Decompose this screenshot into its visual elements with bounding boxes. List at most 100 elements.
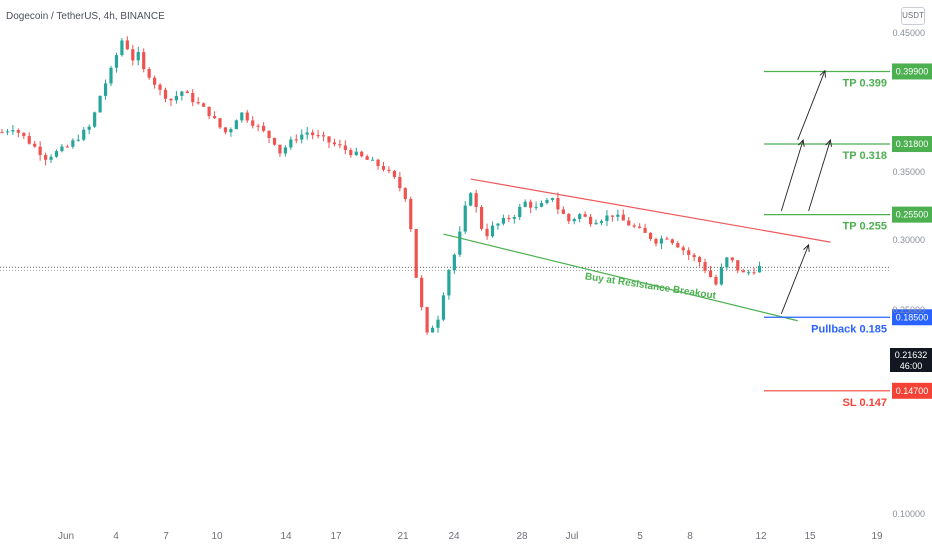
candle-body	[698, 257, 702, 263]
x-tick-label: 10	[211, 531, 223, 542]
candle-body	[234, 120, 238, 130]
chart-grid	[0, 266, 890, 271]
candle-body	[403, 188, 407, 200]
candle-body	[725, 257, 729, 268]
candle-body	[605, 215, 609, 222]
candle-body	[572, 219, 576, 222]
candle-body	[730, 257, 734, 261]
y-tick-label: 0.35000	[892, 167, 925, 177]
candle-body	[501, 218, 505, 224]
support-trendline	[443, 233, 798, 322]
candle-body	[610, 215, 614, 217]
bar-countdown: 46:00	[900, 361, 923, 371]
candle-body	[142, 52, 146, 70]
candle-body	[65, 146, 69, 148]
candle-body	[38, 146, 42, 156]
candle-body	[256, 125, 260, 127]
x-tick-label: 7	[163, 531, 169, 542]
x-tick-label: 19	[871, 531, 883, 542]
x-tick-label: 21	[397, 531, 409, 542]
candle-body	[659, 238, 664, 244]
candle-body	[507, 218, 511, 220]
candle-body	[136, 52, 140, 61]
candle-body	[752, 272, 756, 274]
projection-arrow-head	[798, 139, 805, 148]
candle-body	[191, 93, 195, 103]
projection-arrow	[780, 244, 810, 314]
candle-body	[294, 139, 298, 141]
x-tick-label: 24	[448, 531, 460, 542]
chart-header-title: Dogecoin / TetherUS, 4h, BINANCE	[6, 11, 165, 22]
candle-body	[736, 260, 740, 271]
candle-body	[692, 254, 696, 258]
x-tick-label: 17	[330, 531, 342, 542]
y-tick-label: 0.25000	[892, 305, 925, 315]
candle-body	[550, 198, 555, 200]
candle-body	[316, 135, 320, 137]
candle-body	[332, 142, 337, 145]
level-badge	[892, 63, 932, 80]
candle-body	[463, 205, 467, 232]
y-tick-label: 0.10000	[892, 509, 925, 519]
candle-body	[180, 91, 184, 96]
candle-body	[131, 49, 135, 61]
candle-body	[687, 250, 691, 255]
candle-body	[114, 55, 119, 68]
candle-body	[621, 214, 625, 221]
candle-body	[485, 228, 489, 237]
candle-body	[196, 102, 200, 104]
candle-body	[599, 221, 604, 223]
level-badge-value: 0.39900	[896, 66, 929, 76]
y-axis: 0.45000 0.35000 0.30000 0.25000 0.10000	[892, 28, 925, 519]
candle-body	[289, 139, 293, 148]
level-badge	[892, 309, 932, 326]
candle-body	[392, 170, 396, 177]
candle-body	[757, 265, 762, 273]
level-badge	[892, 206, 932, 223]
candle-body	[76, 139, 80, 141]
candle-body	[741, 270, 745, 273]
x-tick-label: 8	[687, 531, 693, 542]
candle-body	[103, 83, 108, 96]
x-tick-label: Jul	[566, 531, 579, 542]
candle-body	[539, 203, 544, 207]
candle-body	[71, 140, 75, 147]
candle-body	[556, 198, 560, 210]
level-badge-value: 0.25500	[896, 210, 929, 220]
candle-body	[354, 151, 358, 156]
y-tick-label: 0.45000	[892, 28, 925, 38]
x-tick-label: 14	[280, 531, 292, 542]
candle-body	[245, 112, 249, 121]
candle-body	[207, 106, 211, 117]
candle-body	[283, 147, 287, 154]
candle-body	[98, 95, 102, 113]
candle-body	[654, 239, 658, 244]
candle-body	[561, 209, 565, 214]
candle-body	[578, 214, 582, 220]
candle-body	[409, 199, 413, 230]
candle-body	[469, 193, 473, 206]
candle-body	[185, 91, 189, 94]
projection-arrow-head	[825, 139, 832, 148]
candle-body	[174, 95, 178, 101]
level-label: TP 0.255	[843, 221, 887, 233]
x-tick-label: 4	[113, 531, 119, 542]
annotation-buy-breakout: Buy at Resistance Breakout	[584, 271, 717, 302]
candle-body	[223, 127, 228, 133]
candle-body	[703, 262, 707, 271]
candle-body	[452, 254, 456, 271]
projection-arrow	[780, 139, 804, 212]
candle-body	[480, 207, 484, 229]
candle-body	[272, 137, 277, 145]
level-label: SL 0.147	[843, 397, 887, 409]
candle-body	[251, 120, 255, 126]
x-axis: Jun 4 7 10 14 17 21 24 28 Jul 5 8 12 15 19	[58, 531, 883, 542]
current-price-value: 0.21632	[895, 350, 928, 360]
candle-body	[458, 231, 462, 255]
candle-body	[22, 132, 26, 137]
candle-body	[60, 146, 64, 152]
currency-toggle-button[interactable]: USDT	[901, 7, 925, 25]
candle-body	[594, 222, 598, 225]
projection-arrow-head	[819, 69, 826, 78]
